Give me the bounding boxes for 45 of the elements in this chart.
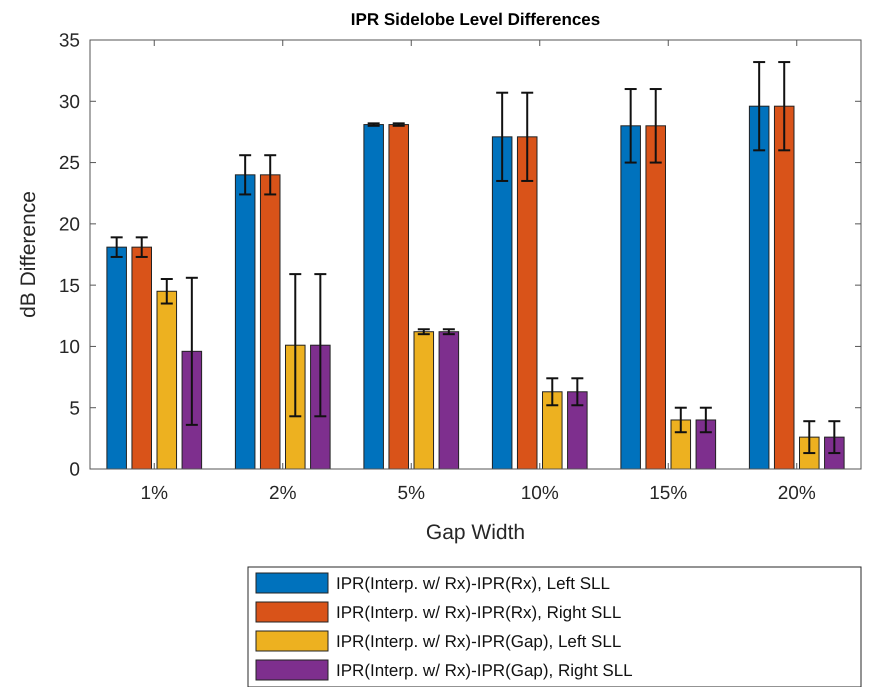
- bar: [748, 106, 770, 470]
- x-tick-label: 15%: [649, 483, 688, 504]
- bar: [388, 124, 409, 470]
- bar: [260, 174, 280, 470]
- bar: [234, 174, 256, 470]
- bar: [414, 331, 434, 470]
- bar: [156, 290, 178, 470]
- y-tick-label: 5: [69, 398, 80, 420]
- bar: [824, 436, 845, 470]
- chart-title: IPR Sidelobe Level Differences: [350, 10, 600, 29]
- y-tick-label: 35: [58, 30, 80, 52]
- y-tick-label: 15: [58, 276, 80, 297]
- bar: [620, 125, 641, 470]
- y-tick-label: 10: [58, 337, 80, 358]
- x-tick-label: 5%: [398, 483, 426, 504]
- legend-label: IPR(Interp. w/ Rx)-IPR(Rx), Left SLL: [336, 574, 610, 593]
- bar: [182, 350, 202, 470]
- x-tick-label: 2%: [269, 483, 297, 504]
- bar: [492, 136, 512, 470]
- bar: [670, 419, 692, 470]
- bar: [363, 124, 384, 470]
- bar: [438, 331, 460, 470]
- bar: [131, 246, 152, 470]
- x-axis-title: Gap Width: [426, 521, 526, 544]
- legend-label: IPR(Interp. w/ Rx)-IPR(Gap), Right SLL: [336, 660, 633, 680]
- bar: [774, 106, 794, 470]
- bar: [542, 391, 563, 470]
- legend-label: IPR(Interp. w/ Rx)-IPR(Gap), Left SLL: [336, 632, 622, 651]
- bar: [285, 344, 306, 470]
- y-tick-label: 0: [69, 460, 80, 481]
- bar: [310, 344, 331, 470]
- y-tick-label: 25: [58, 153, 80, 174]
- x-tick-label: 10%: [520, 483, 559, 504]
- bar: [799, 436, 820, 470]
- bar: [516, 136, 538, 470]
- y-axis-title: dB Difference: [17, 191, 40, 318]
- y-tick-label: 20: [58, 214, 80, 236]
- bar: [645, 125, 666, 470]
- y-tick-label: 30: [58, 92, 80, 113]
- bar: [696, 419, 716, 470]
- legend-label: IPR(Interp. w/ Rx)-IPR(Rx), Right SLL: [336, 602, 622, 622]
- bar: [106, 246, 127, 470]
- x-tick-label: 1%: [140, 483, 168, 504]
- x-tick-label: 20%: [778, 483, 816, 504]
- bar: [567, 391, 588, 470]
